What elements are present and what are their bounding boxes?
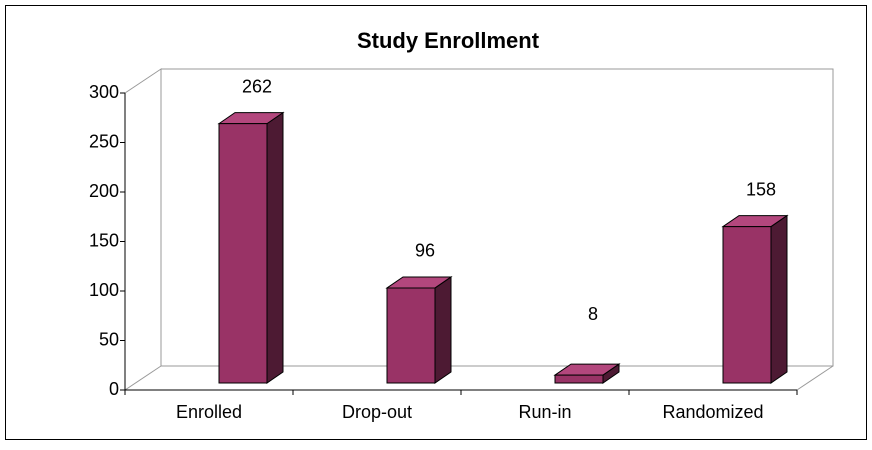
x-tick-label: Run-in <box>518 402 571 422</box>
y-tick-label: 300 <box>89 82 119 102</box>
y-tick-label: 50 <box>99 329 119 349</box>
x-tick-label: Randomized <box>662 402 763 422</box>
y-tick-label: 200 <box>89 181 119 201</box>
value-label: 158 <box>746 179 776 199</box>
floor-edge <box>796 365 834 391</box>
value-label: 96 <box>415 241 435 261</box>
value-label: 262 <box>242 76 272 96</box>
y-tick-label: 150 <box>89 230 119 250</box>
back-wall <box>124 68 834 367</box>
bar <box>721 214 789 384</box>
floor <box>124 365 162 391</box>
bar-front <box>386 287 436 384</box>
x-tick-label: Enrolled <box>176 402 242 422</box>
bar-side <box>770 214 788 384</box>
value-label: 8 <box>588 304 598 324</box>
x-tick-label: Drop-out <box>342 402 412 422</box>
bar-front <box>218 123 268 384</box>
bar <box>553 363 621 384</box>
bar <box>217 111 285 384</box>
bar-side <box>266 111 284 384</box>
y-tick-label: 0 <box>109 379 119 399</box>
y-tick-label: 100 <box>89 280 119 300</box>
bar-front <box>722 226 772 384</box>
bar <box>385 276 453 384</box>
y-tick-label: 250 <box>89 131 119 151</box>
bar-front <box>554 374 604 384</box>
bar-side <box>434 276 452 384</box>
chart-title: Study Enrollment <box>357 28 540 53</box>
